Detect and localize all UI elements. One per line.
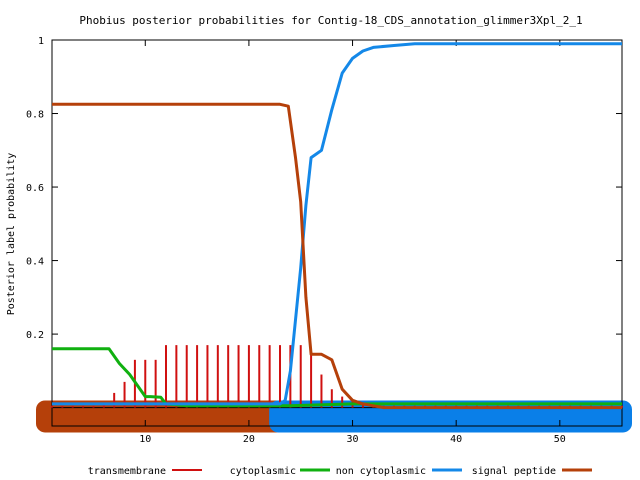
y-tick-label: 0.4 bbox=[26, 257, 44, 268]
line-cytoplasmic bbox=[52, 347, 622, 408]
topology-band-signal-peptide bbox=[36, 400, 286, 433]
legend-label-non-cytoplasmic: non cytoplasmic bbox=[336, 466, 426, 477]
series-non-cytoplasmic bbox=[52, 42, 622, 406]
series-cytoplasmic bbox=[52, 347, 622, 408]
x-tick-label: 30 bbox=[347, 434, 359, 445]
y-axis-label: Posterior label probability bbox=[6, 153, 17, 316]
y-tick-label: 0.6 bbox=[26, 183, 44, 194]
legend-label-cytoplasmic: cytoplasmic bbox=[230, 466, 296, 477]
y-tick-label: 1 bbox=[38, 36, 44, 47]
series-signal-peptide bbox=[52, 102, 622, 410]
x-tick-label: 20 bbox=[243, 434, 255, 445]
axis-ticks: 10 20 30 40 50 0.2 0.4 0.6 0.8 1 bbox=[26, 36, 622, 445]
series-layer bbox=[51, 42, 623, 410]
line-non-cytoplasmic bbox=[52, 42, 622, 406]
x-tick-label: 50 bbox=[554, 434, 566, 445]
legend: transmembrane cytoplasmic non cytoplasmic s… bbox=[88, 466, 592, 477]
chart-title: Phobius posterior probabilities for Cont… bbox=[79, 14, 582, 27]
legend-label-transmembrane: transmembrane bbox=[88, 466, 166, 477]
y-tick-label: 0.2 bbox=[26, 330, 44, 341]
plot-frame bbox=[51, 39, 623, 427]
x-tick-label: 40 bbox=[450, 434, 462, 445]
y-tick-label: 0.8 bbox=[26, 110, 44, 121]
line-signal-peptide bbox=[52, 102, 622, 410]
x-tick-label: 10 bbox=[139, 434, 151, 445]
legend-label-signal-peptide: signal peptide bbox=[472, 466, 556, 477]
